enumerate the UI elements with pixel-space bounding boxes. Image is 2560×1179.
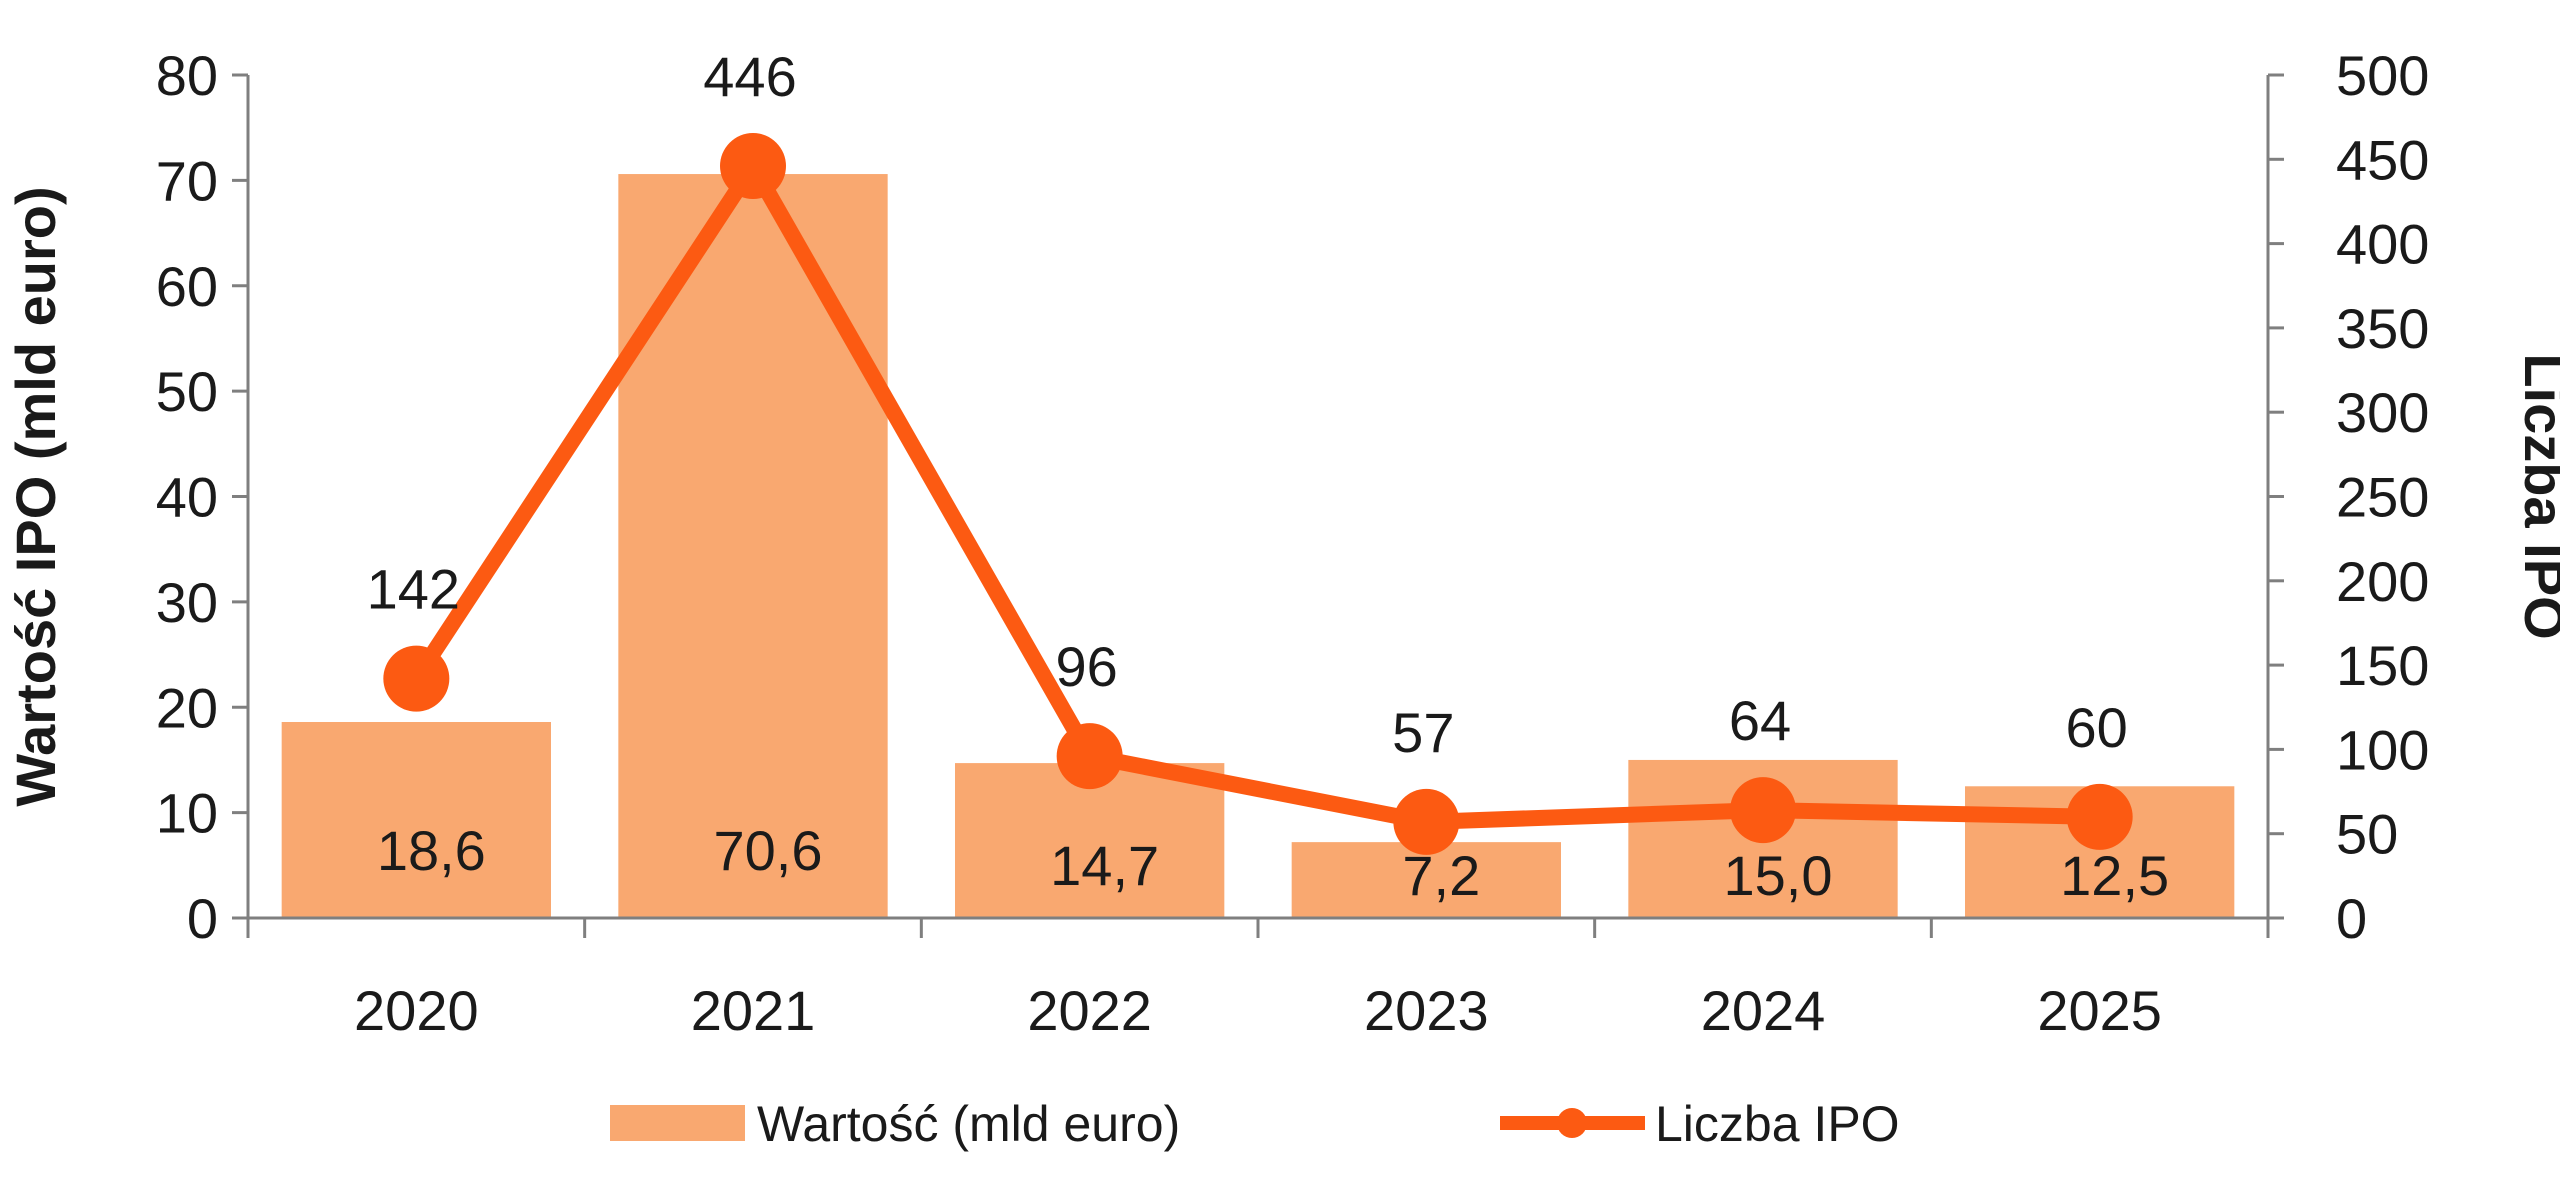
left-tick-label: 30 [156, 571, 218, 634]
line-layer [383, 133, 2133, 855]
x-tick-label: 2021 [691, 979, 816, 1042]
right-tick-label: 250 [2336, 466, 2429, 529]
legend-label-line: Liczba IPO [1655, 1096, 1900, 1152]
line-point-2024 [1730, 777, 1796, 844]
line-value-label: 142 [367, 558, 460, 621]
legend-swatch-marker [1557, 1108, 1587, 1138]
left-axis-title: Wartość IPO (mld euro) [4, 186, 67, 806]
x-tick-label: 2022 [1027, 979, 1152, 1042]
axes-layer: 0 10 20 30 40 50 60 70 80 0 50 100 150 200 250 300 350 40… [4, 44, 2560, 1042]
line-value-label: 64 [1729, 689, 1791, 752]
bar-2020 [281, 722, 551, 918]
bar-value-label: 15,0 [1724, 844, 1833, 907]
left-tick-label: 70 [156, 149, 218, 212]
line-value-label: 57 [1392, 701, 1454, 764]
x-tick-label: 2023 [1364, 979, 1489, 1042]
line-point-2023 [1393, 788, 1460, 855]
left-tick-label: 80 [156, 44, 218, 107]
bar-value-label: 18,6 [377, 819, 486, 882]
bar-value-label: 12,5 [2060, 844, 2169, 907]
line-point-2025 [2066, 783, 2133, 850]
labels-layer: 18,6 70,6 14,7 7,2 15,0 12,5 142 446 96 57 64 60 [367, 45, 2170, 907]
right-tick-label: 50 [2336, 803, 2398, 866]
right-axis-title: Liczba IPO [2513, 353, 2560, 639]
line-point-2022 [1056, 723, 1123, 790]
right-tick-label: 350 [2336, 297, 2429, 360]
left-tick-label: 0 [187, 887, 218, 950]
right-tick-label: 0 [2336, 887, 2367, 950]
right-tick-label: 500 [2336, 44, 2429, 107]
left-tick-label: 40 [156, 466, 218, 529]
right-tick-label: 150 [2336, 634, 2429, 697]
line-value-label: 446 [703, 45, 796, 108]
line-value-label: 96 [1056, 635, 1118, 698]
x-tick-label: 2025 [2037, 979, 2162, 1042]
bar-value-label: 14,7 [1050, 834, 1159, 897]
x-tick-label: 2024 [1701, 979, 1826, 1042]
left-tick-label: 20 [156, 676, 218, 739]
x-tick-label: 2020 [354, 979, 479, 1042]
bar-value-label: 70,6 [714, 819, 823, 882]
right-tick-label: 300 [2336, 381, 2429, 444]
bar-value-label: 7,2 [1402, 844, 1480, 907]
line-series-liczba-ipo [409, 158, 2100, 830]
right-tick-label: 400 [2336, 213, 2429, 276]
legend-label-bar: Wartość (mld euro) [757, 1096, 1180, 1152]
left-tick-label: 10 [156, 782, 218, 845]
line-value-label: 60 [2066, 696, 2128, 759]
left-tick-label: 60 [156, 255, 218, 318]
legend-swatch-bar [610, 1105, 745, 1141]
legend: Wartość (mld euro) Liczba IPO [610, 1096, 1900, 1152]
line-point-2021 [720, 133, 786, 200]
line-point-2020 [383, 645, 450, 712]
right-tick-label: 200 [2336, 550, 2429, 613]
right-tick-label: 100 [2336, 718, 2429, 781]
left-tick-label: 50 [156, 360, 218, 423]
bar-2021 [618, 174, 888, 919]
right-tick-label: 450 [2336, 128, 2429, 191]
